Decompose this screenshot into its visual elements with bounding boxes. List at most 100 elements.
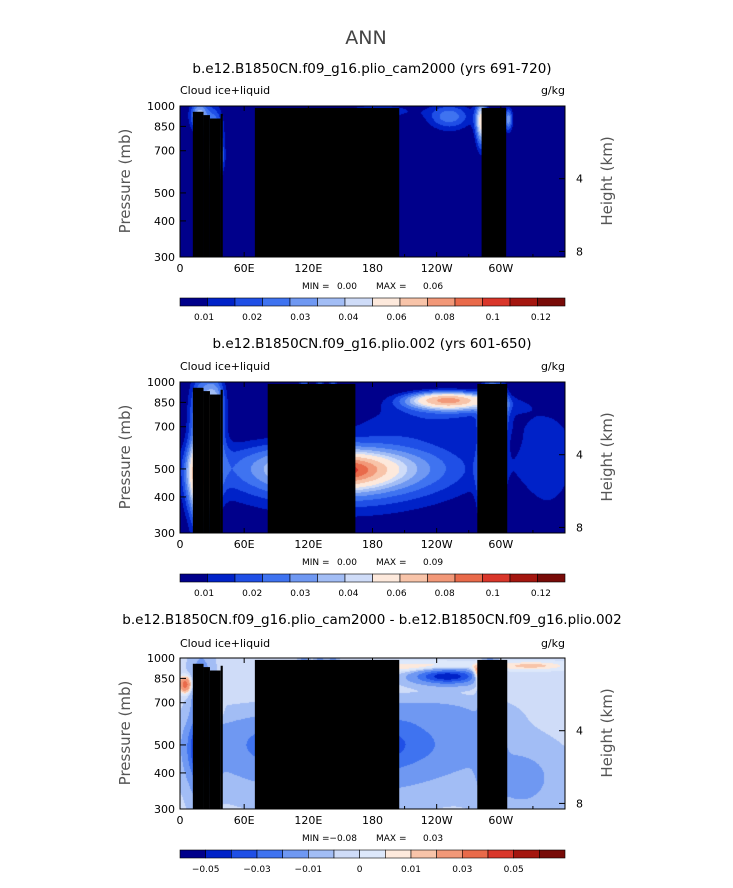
panel-2-max-label: MAX = [376,558,407,568]
colorbar-swatch [462,849,489,859]
colorbar-label: −0.05 [192,865,220,875]
x-tick-label: 60W [488,262,513,275]
colorbar-swatch [179,849,206,859]
y-tick-label: 400 [154,767,175,780]
x-tick-label: 60W [488,814,513,827]
topography-block [203,391,210,533]
colorbar-swatch [289,297,318,307]
colorbar-label: −0.01 [295,865,323,875]
colorbar-swatch [509,573,538,583]
panel-1-field-label: Cloud ice+liquid [180,84,270,97]
x-tick-label: 60E [234,538,255,551]
colorbar-label: 0.03 [290,313,310,323]
y-tick-label: 1000 [147,376,175,389]
colorbar-swatch [179,297,208,307]
colorbar-swatch [207,297,236,307]
colorbar-swatch [385,849,412,859]
colorbar-label: 0.08 [435,313,455,323]
y-tick-label: 400 [154,491,175,504]
panel-3: b.e12.B1850CN.f09_g16.plio_cam2000 - b.e… [116,612,622,875]
topography-block [477,383,508,533]
panel-3-max-value: 0.03 [423,834,443,844]
y-tick-label: 500 [154,187,175,200]
y-tick-label: 1000 [147,100,175,113]
panel-1-max-label: MAX = [376,282,407,292]
y2-tick-label: 8 [576,797,583,810]
x-tick-label: 60W [488,538,513,551]
colorbar-swatch [454,297,483,307]
colorbar-swatch [262,297,291,307]
panel-3-min-value: −0.08 [329,834,357,844]
colorbar-swatch [454,573,483,583]
colorbar-swatch [344,297,373,307]
colorbar-swatch [537,573,566,583]
y2-tick-label: 8 [576,521,583,534]
colorbar-swatch [427,297,456,307]
colorbar-label: 0.12 [531,589,551,599]
y-tick-label: 300 [154,527,175,540]
x-tick-label: 120E [294,814,322,827]
colorbar-swatch [317,573,346,583]
colorbar-swatch [179,573,208,583]
x-tick-label: 120E [294,262,322,275]
y-tick-label: 500 [154,463,175,476]
topography-block [254,107,400,257]
y-tick-label: 700 [154,421,175,434]
panel-1-y2label: Height (km) [598,136,616,225]
panel-1: b.e12.B1850CN.f09_g16.plio_cam2000 (yrs … [116,61,616,323]
topography-block [209,394,221,533]
colorbar-label: 0.03 [290,589,310,599]
x-tick-label: 0 [177,814,184,827]
panel-2-min-value: 0.00 [337,558,357,568]
y2-tick-label: 8 [576,245,583,258]
panel-1-min-label: MIN = [302,282,330,292]
y-tick-label: 1000 [147,652,175,665]
panel-3-plot: 0 60E 120E 180 120W 60W 300 400 500 700 850 1000 8 4 [147,652,583,827]
topography-block [192,663,204,809]
topography-block [209,118,221,257]
y-tick-label: 700 [154,697,175,710]
figure-title: ANN [345,27,386,49]
topography-block [477,659,508,809]
panel-3-field-label: Cloud ice+liquid [180,637,270,650]
topography-block [192,387,204,533]
panel-2: b.e12.B1850CN.f09_g16.plio.002 (yrs 601-… [116,336,616,599]
x-tick-label: 120E [294,538,322,551]
panel-1-plot: 0 60E 120E 180 120W 60W 300 400 500 700 850 1000 8 4 [147,100,583,275]
colorbar-label: 0.02 [242,313,262,323]
colorbar-label: 0.02 [242,589,262,599]
panel-1-title: b.e12.B1850CN.f09_g16.plio_cam2000 (yrs … [192,61,551,77]
colorbar-swatch [344,573,373,583]
y-tick-label: 500 [154,739,175,752]
y2-tick-label: 4 [576,725,583,738]
colorbar-swatch [427,573,456,583]
x-tick-label: 60E [234,262,255,275]
colorbar-swatch [308,849,335,859]
colorbar-swatch [333,849,360,859]
panel-2-field-label: Cloud ice+liquid [180,360,270,373]
colorbar-swatch [207,573,236,583]
colorbar-swatch [537,297,566,307]
topography-block [203,667,210,809]
colorbar-swatch [399,573,428,583]
colorbar-swatch [487,849,514,859]
panel-2-title: b.e12.B1850CN.f09_g16.plio.002 (yrs 601-… [212,336,531,352]
colorbar-swatch [289,573,318,583]
panel-1-colorbar: 0.01 0.02 0.03 0.04 0.06 0.08 0.1 0.12 [179,297,566,323]
colorbar-label: 0.1 [486,589,500,599]
panel-3-ylabel: Pressure (mb) [116,681,134,786]
topography-block [220,665,223,809]
panel-2-plot: 0 60E 120E 180 120W 60W 300 400 500 700 850 1000 8 4 [147,376,583,551]
colorbar-swatch [359,849,386,859]
y-tick-label: 700 [154,145,175,158]
colorbar-label: 0.04 [338,589,358,599]
colorbar-swatch [256,849,283,859]
panel-3-colorbar: −0.05 −0.03 −0.01 0 0.01 0.03 0.05 [179,849,566,875]
colorbar-label: 0.03 [452,865,472,875]
colorbar-swatch [513,849,540,859]
colorbar-label: −0.03 [243,865,271,875]
panel-3-min-label: MIN = [302,834,330,844]
topography-block [220,389,223,533]
x-tick-label: 0 [177,262,184,275]
